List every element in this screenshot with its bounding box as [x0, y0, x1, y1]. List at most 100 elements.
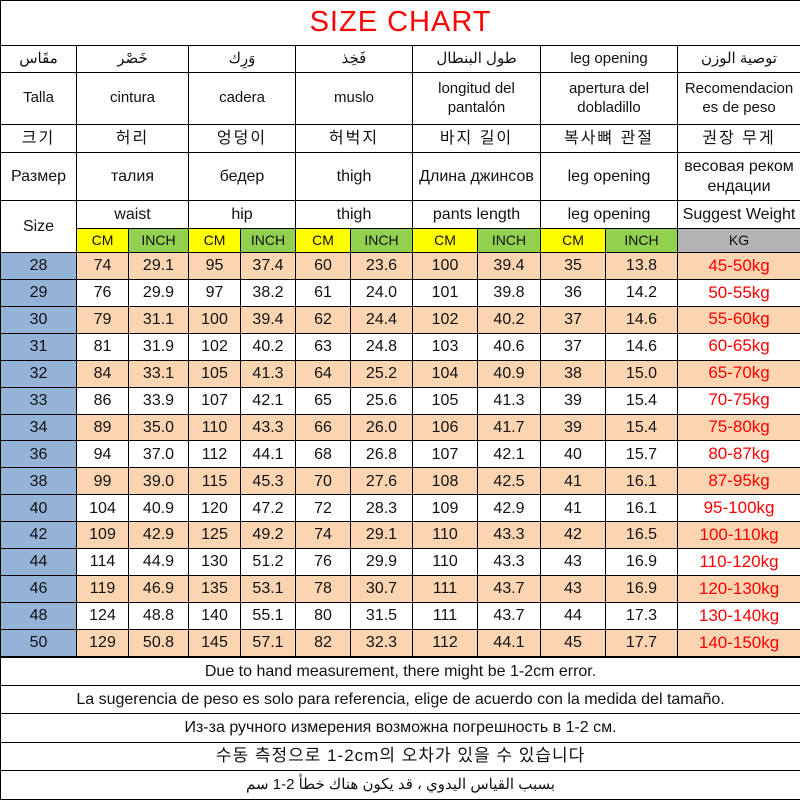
weight-cell: 100-110kg: [676, 521, 800, 550]
table-row: 36 94 37.0 112 44.1 68 26.8 107 42.1 40 15.7 80-87k…: [0, 440, 800, 469]
unit-cm-label: CM: [76, 228, 129, 253]
measurement-cell: 24.4: [350, 305, 413, 334]
weight-cell: 140-150kg: [676, 628, 800, 658]
unit-cm-label: CM: [412, 228, 478, 253]
measurement-cell: 100: [188, 305, 241, 334]
measurement-cell: 76: [295, 548, 351, 577]
weight-cell: 50-55kg: [676, 278, 800, 307]
measurement-cell: 33.9: [128, 386, 189, 415]
note-row-korean: 수동 측정으로 1-2cm의 오차가 있을 수 있습니다: [0, 741, 800, 772]
table-row: 32 84 33.1 105 41.3 64 25.2 104 40.9 38 15.0 65-70k…: [0, 359, 800, 388]
measurement-cell: 14.2: [605, 278, 678, 307]
measurement-cell: 80: [295, 601, 351, 630]
measurement-cell: 16.5: [605, 521, 678, 550]
note-arabic: بسبب القياس اليدوي ، قد يكون هناك خطأ 2-…: [0, 770, 800, 800]
table-row: 33 86 33.9 107 42.1 65 25.6 105 41.3 39 15.4 70-75k…: [0, 386, 800, 415]
header-leg-ko: 복사뼈 관절: [540, 124, 678, 153]
measurement-cell: 78: [295, 575, 351, 603]
measurement-cell: 41.7: [477, 413, 541, 442]
measurement-cell: 55.1: [240, 601, 296, 630]
measurement-cell: 50.8: [128, 628, 189, 658]
measurement-cell: 105: [188, 359, 241, 388]
measurement-cell: 111: [412, 601, 478, 630]
measurement-cell: 42: [540, 521, 606, 550]
size-cell: 32: [0, 359, 77, 388]
measurement-cell: 140: [188, 601, 241, 630]
measurement-cell: 36: [540, 278, 606, 307]
measurement-cell: 39.4: [477, 252, 541, 280]
measurement-cell: 104: [76, 494, 129, 523]
measurement-cell: 29.1: [128, 252, 189, 280]
header-waist-ar: خَصْر: [76, 45, 189, 73]
measurement-cell: 76: [76, 278, 129, 307]
measurement-cell: 39.0: [128, 467, 189, 496]
table-row: 40 104 40.9 120 47.2 72 28.3 109 42.9 41 16.1 95-10…: [0, 494, 800, 523]
measurement-cell: 44.9: [128, 548, 189, 577]
weight-cell: 70-75kg: [676, 386, 800, 415]
measurement-cell: 79: [76, 305, 129, 334]
measurement-cell: 40.2: [240, 332, 296, 361]
measurement-cell: 25.2: [350, 359, 413, 388]
measurement-cell: 43: [540, 548, 606, 577]
header-row-korean: 크기 허리 엉덩이 허벅지 바지 길이 복사뼈 관절 권장 무게: [0, 124, 800, 153]
measurement-cell: 16.9: [605, 548, 678, 577]
measurement-cell: 109: [76, 521, 129, 550]
header-size-es: Talla: [0, 72, 77, 125]
measurement-cell: 44.1: [477, 628, 541, 658]
measurement-cell: 42.5: [477, 467, 541, 496]
measurement-cell: 110: [412, 521, 478, 550]
note-russian: Из-за ручного измерения возможна погрешн…: [0, 713, 800, 743]
table-header: SIZE CHART مقَاس خَصْر وَرِك فَخِذ طول ا…: [0, 0, 800, 253]
measurement-cell: 15.4: [605, 413, 678, 442]
note-row-english: Due to hand measurement, there might be …: [0, 655, 800, 687]
header-leg-es: apertura del dobladillo: [540, 72, 678, 125]
measurement-cell: 103: [412, 332, 478, 361]
table-row: 28 74 29.1 95 37.4 60 23.6 100 39.4 35 13.8 45-50kg: [0, 252, 800, 280]
size-cell: 33: [0, 386, 77, 415]
measurement-cell: 62: [295, 305, 351, 334]
size-cell: 40: [0, 494, 77, 523]
measurement-cell: 16.1: [605, 494, 678, 523]
measurement-cell: 72: [295, 494, 351, 523]
measurement-cell: 14.6: [605, 305, 678, 334]
measurement-cell: 29.1: [350, 521, 413, 550]
measurement-cell: 42.9: [477, 494, 541, 523]
table-row: 29 76 29.9 97 38.2 61 24.0 101 39.8 36 14.2 50-55kg: [0, 278, 800, 307]
measurement-cell: 61: [295, 278, 351, 307]
header-thigh-en: thigh: [295, 200, 413, 229]
table-row: 30 79 31.1 100 39.4 62 24.4 102 40.2 37 14.6 55-60k…: [0, 305, 800, 334]
measurement-cell: 14.6: [605, 332, 678, 361]
header-size-ko: 크기: [0, 124, 77, 153]
measurement-cell: 106: [412, 413, 478, 442]
measurement-cell: 44.1: [240, 440, 296, 469]
size-cell: 50: [0, 628, 77, 658]
notes-section: Due to hand measurement, there might be …: [0, 655, 800, 800]
measurement-cell: 70: [295, 467, 351, 496]
header-size-ar: مقَاس: [0, 45, 77, 73]
measurement-cell: 120: [188, 494, 241, 523]
measurement-cell: 95: [188, 252, 241, 280]
measurement-cell: 40.2: [477, 305, 541, 334]
unit-cm-label: CM: [295, 228, 351, 253]
measurement-cell: 84: [76, 359, 129, 388]
note-spanish: La sugerencia de peso es solo para refer…: [0, 684, 800, 715]
measurement-cell: 81: [76, 332, 129, 361]
measurement-cell: 29.9: [350, 548, 413, 577]
header-pants-es: longitud del pantalón: [412, 72, 541, 125]
measurement-cell: 39: [540, 386, 606, 415]
note-english: Due to hand measurement, there might be …: [0, 655, 800, 687]
measurement-cell: 108: [412, 467, 478, 496]
measurement-cell: 33.1: [128, 359, 189, 388]
measurement-cell: 26.8: [350, 440, 413, 469]
size-cell: 29: [0, 278, 77, 307]
header-hip-ar: وَرِك: [188, 45, 296, 73]
measurement-cell: 107: [412, 440, 478, 469]
measurement-cell: 63: [295, 332, 351, 361]
header-pants-en: pants length: [412, 200, 541, 229]
weight-cell: 80-87kg: [676, 440, 800, 469]
note-korean: 수동 측정으로 1-2cm의 오차가 있을 수 있습니다: [0, 741, 800, 772]
measurement-cell: 31.9: [128, 332, 189, 361]
header-leg-en: leg opening: [540, 200, 678, 229]
measurement-cell: 29.9: [128, 278, 189, 307]
